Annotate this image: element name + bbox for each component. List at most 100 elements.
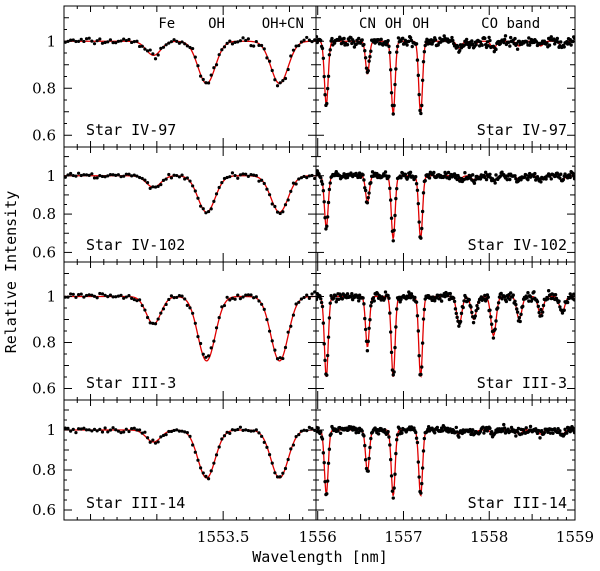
observed-point: [518, 319, 522, 324]
observed-point: [420, 481, 424, 486]
observed-point: [153, 441, 158, 445]
observed-point: [450, 35, 454, 40]
observed-point: [233, 173, 237, 178]
observed-point: [357, 36, 361, 41]
observed-point: [322, 200, 326, 204]
observed-point: [145, 315, 150, 320]
observed-point: [334, 300, 338, 304]
observed-point: [438, 296, 442, 301]
observed-point: [565, 176, 570, 180]
observed-point: [545, 41, 549, 45]
observed-point: [310, 426, 314, 431]
observed-point: [361, 173, 365, 177]
observed-point: [469, 305, 473, 309]
observed-point: [204, 211, 208, 215]
observed-point: [319, 176, 323, 180]
observed-point: [357, 293, 362, 297]
observed-point: [416, 329, 421, 333]
observed-point: [526, 177, 530, 182]
observed-point: [278, 211, 282, 216]
observed-point: [414, 300, 419, 304]
observed-point: [408, 35, 413, 40]
observed-point: [508, 35, 513, 40]
observed-point: [79, 427, 83, 431]
observed-point: [502, 37, 507, 42]
observed-point: [191, 46, 195, 51]
observed-point: [76, 427, 81, 431]
observed-point: [453, 307, 458, 311]
observed-point: [169, 294, 174, 298]
observed-point: [455, 430, 459, 434]
observed-point: [270, 461, 274, 465]
observed-point: [488, 308, 492, 312]
observed-point: [151, 52, 155, 56]
observed-point: [267, 59, 272, 63]
observed-point: [260, 178, 264, 182]
observed-point: [241, 36, 245, 40]
synthetic-line: [316, 295, 575, 378]
observed-point: [387, 174, 391, 179]
observed-point: [145, 49, 150, 53]
observed-point: [185, 176, 189, 180]
observed-point: [278, 475, 282, 479]
observed-point: [540, 310, 545, 314]
observed-point: [458, 319, 463, 324]
observed-point: [360, 429, 364, 433]
observed-point: [76, 39, 81, 43]
observed-point: [111, 426, 115, 430]
observed-point: [320, 46, 325, 51]
observed-point: [369, 304, 373, 308]
observed-point: [246, 37, 250, 41]
observed-point: [220, 48, 224, 52]
observed-point: [122, 37, 126, 41]
observed-point: [501, 429, 505, 433]
x-tick-label: 1559: [556, 528, 594, 546]
observed-point: [515, 307, 519, 311]
plot-area: [316, 422, 575, 500]
observed-point: [252, 44, 256, 48]
observed-point: [457, 324, 461, 328]
observed-point: [217, 185, 221, 190]
observed-point: [502, 295, 507, 299]
observed-point: [265, 317, 269, 322]
observed-point: [334, 170, 338, 174]
observed-point: [326, 461, 331, 465]
observed-point: [114, 41, 118, 45]
observed-point: [64, 426, 67, 430]
observed-point: [212, 339, 216, 343]
observed-point: [414, 182, 419, 186]
observed-point: [318, 294, 322, 298]
observed-point: [252, 296, 256, 300]
observed-point: [464, 295, 468, 300]
observed-point: [383, 170, 388, 174]
observed-point: [521, 428, 526, 432]
observed-point: [405, 43, 409, 47]
observed-point: [386, 293, 390, 298]
observed-point: [396, 36, 401, 40]
synthetic-line: [316, 175, 575, 240]
observed-point: [302, 174, 306, 179]
observed-point: [66, 295, 70, 299]
observed-point: [127, 429, 131, 434]
observed-point: [470, 39, 474, 43]
observed-point: [544, 177, 548, 181]
observed-point: [196, 64, 200, 68]
plot-area: [64, 171, 316, 216]
observed-point: [217, 315, 221, 320]
observed-point: [395, 186, 399, 191]
observed-point: [201, 207, 205, 211]
observed-point: [233, 297, 237, 301]
observed-point: [514, 434, 518, 438]
observed-point: [326, 200, 331, 205]
observed-point: [275, 84, 280, 88]
observed-point: [148, 186, 152, 190]
observed-point: [416, 460, 421, 464]
star-label: Star III-14: [468, 494, 567, 512]
observed-point: [382, 296, 387, 301]
observed-point: [124, 38, 128, 43]
observed-point: [363, 56, 368, 60]
observed-point: [513, 174, 517, 178]
observed-point: [473, 178, 477, 182]
observed-point: [180, 173, 184, 177]
observed-point: [508, 177, 512, 182]
